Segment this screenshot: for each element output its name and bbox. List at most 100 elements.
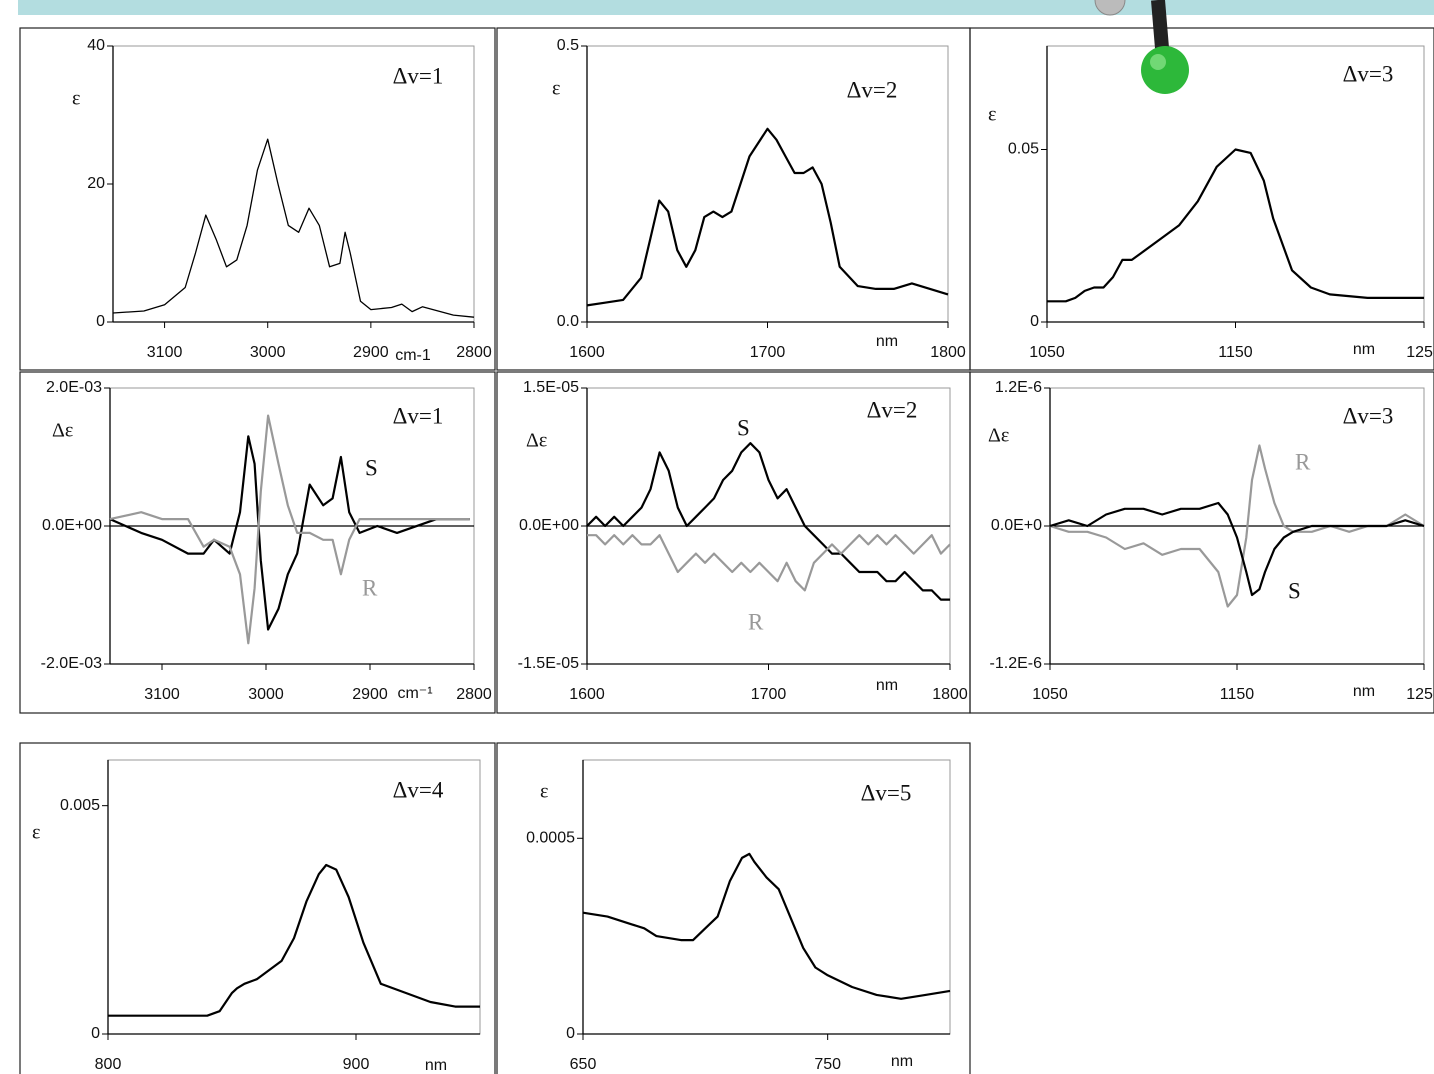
panel-annotation: Δv=3 [1343, 61, 1394, 86]
x-tick-label: 2900 [353, 344, 389, 361]
x-tick-label: 3100 [147, 344, 183, 361]
y-axis-label: ε [72, 88, 80, 110]
panel-border [19, 742, 496, 1074]
y-axis-label: ε [552, 78, 560, 100]
atom-highlight [1150, 54, 1166, 70]
panel-annotation: Δv=4 [393, 777, 444, 802]
x-tick-label: 3000 [250, 344, 286, 361]
y-tick-label: 0.05 [1008, 141, 1039, 158]
y-tick-label: 0.0E+0 [991, 517, 1042, 534]
x-tick-label: 1050 [1032, 686, 1068, 703]
x-tick-label: 750 [814, 1056, 841, 1073]
x-tick-label: 800 [95, 1056, 122, 1073]
x-axis-label: nm [876, 677, 898, 694]
y-axis-label: Δε [526, 430, 547, 452]
y-axis-label: Δε [988, 425, 1009, 447]
data-line [109, 435, 470, 631]
y-tick-label: 0.5 [557, 37, 579, 54]
data-line [582, 852, 951, 1000]
data-line [112, 138, 475, 318]
data-line [1047, 148, 1424, 303]
y-tick-label: 0.005 [60, 797, 100, 814]
header-bar [18, 0, 1434, 15]
plot-frame [1046, 45, 1425, 323]
y-axis-label: ε [540, 781, 548, 803]
x-tick-label: 1600 [569, 686, 605, 703]
data-line [586, 127, 949, 307]
x-axis-label: nm [425, 1057, 447, 1074]
series-label: R [1295, 449, 1311, 474]
y-tick-label: 0.0E+00 [42, 517, 102, 534]
x-axis-label: cm-1 [395, 347, 431, 364]
molecule-icon [1094, 0, 1189, 94]
x-axis-label: cm⁻¹ [397, 685, 432, 702]
panel-annotation: Δv=2 [867, 397, 918, 422]
panel-border [496, 742, 971, 1074]
y-tick-label: 0.0 [557, 313, 579, 330]
x-tick-label: 1050 [1029, 344, 1065, 361]
y-axis-label: ε [32, 822, 40, 844]
series-label: S [365, 455, 378, 480]
x-tick-label: 1800 [930, 344, 966, 361]
panel-annotation: Δv=1 [393, 63, 444, 88]
x-tick-label: 1250 [1406, 344, 1434, 361]
y-tick-label: 0 [96, 313, 105, 330]
y-axis-label: Δε [52, 420, 73, 442]
y-tick-label: 0 [1030, 313, 1039, 330]
panel-annotation: Δv=3 [1343, 403, 1394, 428]
data-line [109, 414, 470, 645]
x-axis-label: nm [1353, 683, 1375, 700]
x-tick-label: 900 [343, 1056, 370, 1073]
panel-annotation: Δv=2 [847, 77, 898, 102]
x-tick-label: 1800 [932, 686, 968, 703]
y-tick-label: -1.5E-05 [518, 655, 579, 672]
panels: 0 20 40 3100 3000 2900 2800 ε Δv=1 cm-1 0.0 0.5 1600… [19, 27, 1434, 1074]
x-tick-label: 3100 [144, 686, 180, 703]
panel-border [19, 371, 496, 714]
y-tick-label: 0 [91, 1025, 100, 1042]
x-tick-label: 650 [570, 1056, 597, 1073]
y-tick-label: 0.0005 [526, 830, 575, 847]
atom-h [1094, 0, 1126, 16]
x-axis-label: nm [876, 333, 898, 350]
y-tick-label: 1.2E-6 [995, 379, 1042, 396]
panel-border [19, 27, 496, 371]
series-label: R [362, 575, 378, 600]
x-tick-label: 1250 [1406, 686, 1434, 703]
y-tick-label: 20 [87, 175, 105, 192]
series-label: S [1288, 578, 1301, 603]
series-label: S [737, 415, 750, 440]
panel-annotation: Δv=5 [861, 780, 912, 805]
atom-cl [1141, 46, 1189, 94]
x-tick-label: 2800 [456, 344, 492, 361]
y-tick-label: 0 [566, 1025, 575, 1042]
panel-border [969, 27, 1434, 371]
y-tick-label: -1.2E-6 [990, 655, 1043, 672]
y-axis-label: ε [988, 104, 996, 126]
x-tick-label: 1600 [569, 344, 605, 361]
x-axis-label: nm [891, 1053, 913, 1070]
y-tick-label: 0.0E+00 [519, 517, 579, 534]
data-line [586, 442, 950, 601]
x-tick-label: 2900 [352, 686, 388, 703]
y-tick-label: 2.0E-03 [46, 379, 102, 396]
x-tick-label: 1150 [1220, 686, 1255, 703]
series-label: R [748, 609, 764, 634]
y-tick-label: 40 [87, 37, 105, 54]
panel-border [969, 371, 1434, 714]
x-tick-label: 1700 [750, 344, 786, 361]
x-tick-label: 1700 [751, 686, 787, 703]
x-tick-label: 3000 [248, 686, 284, 703]
x-tick-label: 1150 [1218, 344, 1253, 361]
data-line [587, 534, 951, 592]
data-line [108, 863, 480, 1017]
y-tick-label: -2.0E-03 [41, 655, 102, 672]
y-tick-label: 1.5E-05 [523, 379, 579, 396]
panel-annotation: Δv=1 [393, 403, 444, 428]
x-tick-label: 2800 [456, 686, 492, 703]
data-line [1049, 444, 1425, 608]
data-line [1049, 501, 1425, 597]
x-axis-label: nm [1353, 341, 1375, 358]
